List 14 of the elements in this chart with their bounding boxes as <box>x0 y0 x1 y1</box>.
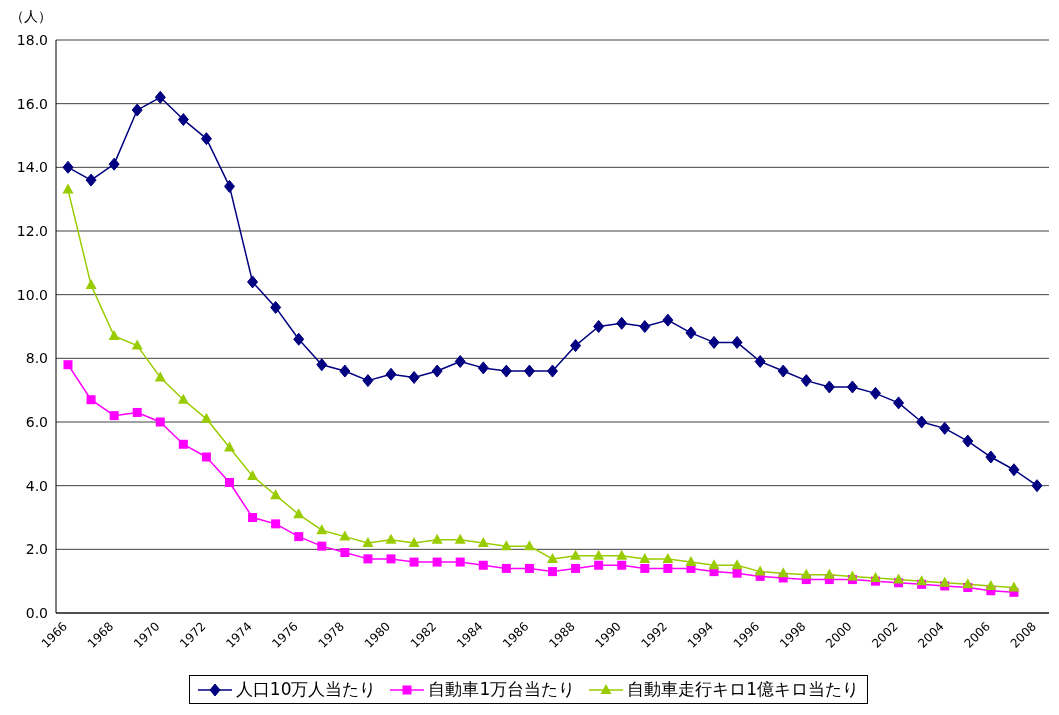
y-tick-label: 0.0 <box>25 604 48 621</box>
y-tick-label: 4.0 <box>25 477 48 494</box>
y-tick-label: 2.0 <box>25 541 48 558</box>
y-tick-label: 8.0 <box>25 350 48 367</box>
y-tick-label: 12.0 <box>16 222 48 239</box>
y-tick-label: 14.0 <box>16 159 48 176</box>
y-tick-label: 6.0 <box>25 413 48 430</box>
y-tick-label: 18.0 <box>16 31 48 48</box>
y-axis-title: （人） <box>10 8 52 26</box>
legend-label: 自動車走行キロ1億キロ当たり <box>626 678 860 701</box>
legend-label: 自動車1万台当たり <box>427 678 576 701</box>
legend-label: 人口10万人当たり <box>234 678 377 701</box>
y-tick-label: 16.0 <box>16 95 48 112</box>
y-tick-label: 10.0 <box>16 286 48 303</box>
